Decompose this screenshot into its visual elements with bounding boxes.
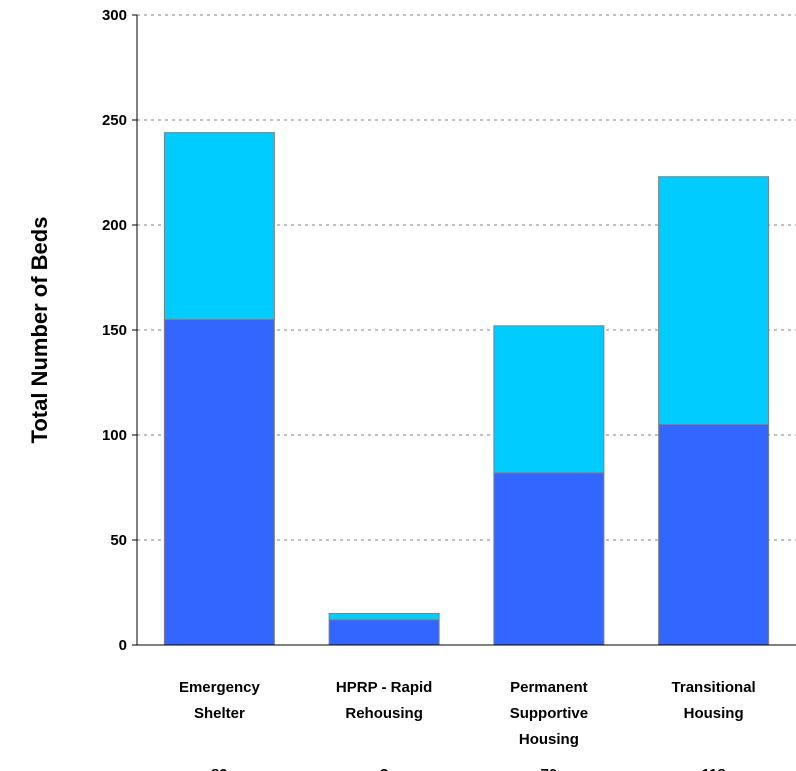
category-labels: Emergency Shelter HPRP - Rapid Rehousing Per… [179, 679, 756, 748]
bar-segment-series-2 [493, 325, 605, 474]
below-axis-values: 89 3 70 118 [211, 766, 726, 771]
bar-segment-series-2 [658, 176, 770, 425]
category-label: HPRP - Rapid [336, 679, 432, 696]
category-label: Transitional [672, 679, 756, 696]
category-label: Shelter [194, 705, 245, 722]
below-axis-value: 118 [702, 766, 726, 771]
category-label: Housing [684, 705, 744, 722]
category-label: Emergency [179, 679, 261, 696]
bar-segment-series-2 [328, 613, 440, 621]
category-label: Supportive [510, 705, 588, 722]
category-label: Rehousing [345, 705, 423, 722]
y-tick-label: 150 [102, 322, 127, 339]
y-tick-labels: 0 50 100 150 200 250 300 [102, 7, 137, 654]
y-tick-label: 50 [110, 532, 127, 549]
below-axis-value: 70 [541, 766, 558, 771]
bar-segment-series-1 [493, 472, 605, 646]
bar-segment-series-1 [658, 424, 770, 646]
below-axis-value: 3 [380, 766, 388, 771]
y-tick-label: 100 [102, 427, 127, 444]
bar-segment-series-1 [163, 319, 275, 646]
y-tick-label: 300 [102, 7, 127, 24]
bar-segment-series-1 [328, 619, 440, 646]
below-axis-value: 89 [211, 766, 228, 771]
y-tick-label: 0 [119, 637, 127, 654]
bar-segment-series-2 [163, 132, 275, 320]
gridlines [137, 14, 796, 541]
y-tick-label: 250 [102, 112, 127, 129]
bars [163, 132, 770, 646]
category-label: Permanent [510, 679, 588, 696]
category-label: Housing [519, 731, 579, 748]
y-axis-label: Total Number of Beds [27, 217, 52, 444]
y-tick-label: 200 [102, 217, 127, 234]
